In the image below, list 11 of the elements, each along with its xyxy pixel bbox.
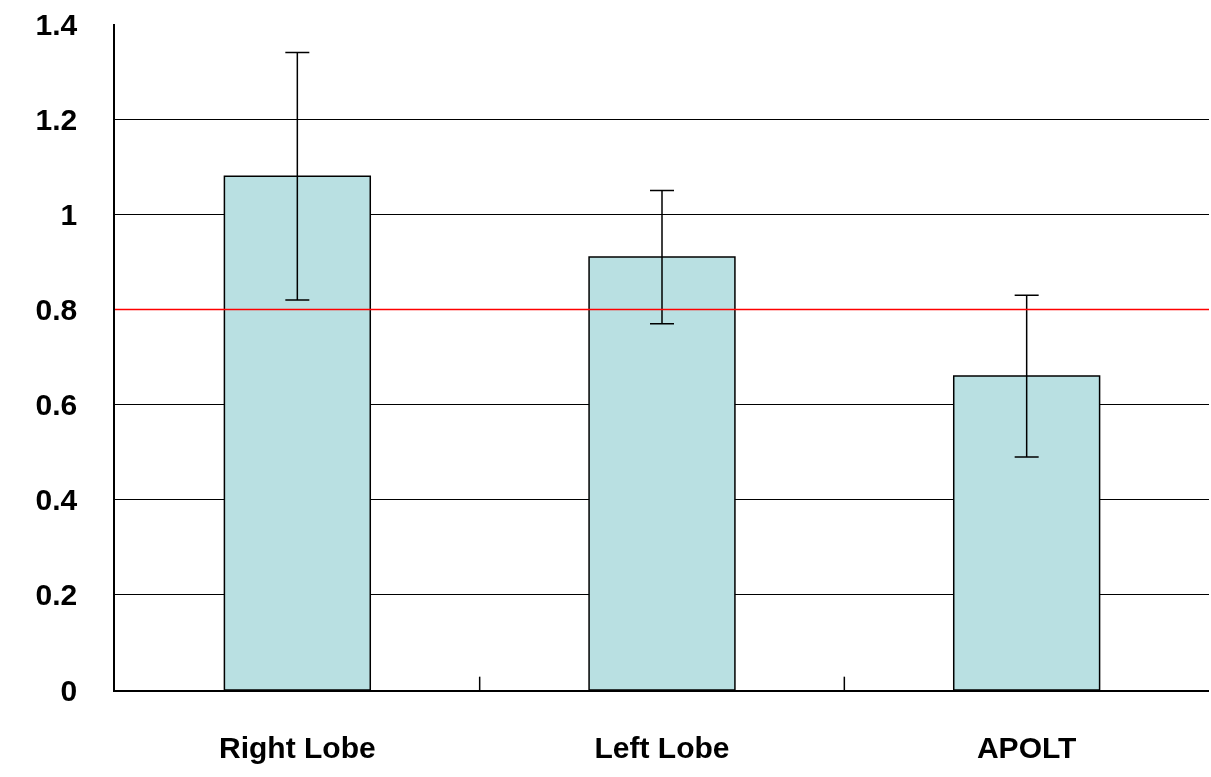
y-tick-label: 0.2 — [35, 578, 78, 612]
y-tick-label: 1.2 — [35, 102, 78, 136]
y-tick-label: 0.6 — [35, 388, 78, 422]
y-tick-label: 0.8 — [35, 292, 78, 326]
x-tick-label: Right Lobe — [219, 730, 376, 764]
x-tick-label: Left Lobe — [594, 730, 730, 764]
y-tick-label: 1.4 — [35, 7, 78, 41]
y-tick-label: 1 — [60, 197, 78, 231]
y-tick-label: 0 — [60, 673, 78, 707]
x-tick-label: APOLT — [976, 730, 1077, 764]
y-tick-label: 0.4 — [35, 483, 78, 517]
